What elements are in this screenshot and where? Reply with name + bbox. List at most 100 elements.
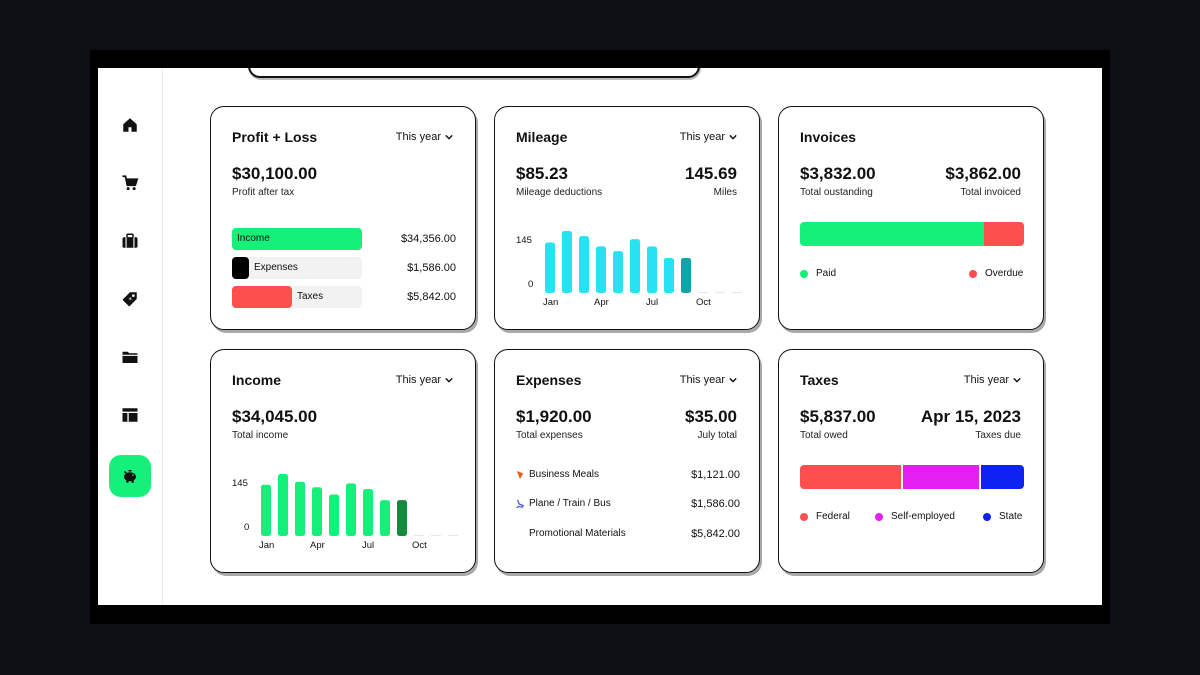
expense-value: $1,121.00 (691, 469, 740, 481)
july-total-label: July total (697, 430, 737, 441)
legend-dot (969, 269, 977, 278)
period-dropdown[interactable]: This year (680, 374, 737, 386)
sidebar-item-tags[interactable]: * (109, 278, 151, 320)
mileage-bar-chart (545, 231, 742, 293)
bar-track (232, 257, 362, 279)
expense-label: Plane / Train / Bus (529, 498, 611, 509)
invoice-status-bar (800, 222, 1024, 246)
legend-dot (983, 512, 991, 521)
chart-bar-feb[interactable] (562, 231, 572, 293)
profit-amount-label: Profit after tax (232, 187, 295, 198)
period-label: This year (679, 131, 725, 143)
x-tick-label: Jan (259, 540, 275, 551)
sidebar-item-savings[interactable] (109, 455, 151, 497)
july-total-amount: $35.00 (685, 407, 737, 426)
sidebar-item-cart[interactable] (109, 162, 151, 204)
bar-fill (232, 286, 292, 308)
chart-bar-jul[interactable] (363, 488, 373, 536)
paid-segment (800, 222, 984, 246)
chart-bar-mar[interactable] (295, 481, 305, 536)
y-tick-label: 0 (528, 279, 534, 290)
card-title: Invoices (800, 129, 857, 145)
expense-value: $5,842.00 (691, 528, 740, 540)
miles-label: Miles (713, 187, 737, 198)
period-dropdown[interactable]: This year (680, 131, 737, 143)
chart-bar-jan[interactable] (261, 484, 271, 536)
income-bar-chart (261, 474, 458, 536)
invoices-card: Invoices $3,832.00 Total oustanding $3,8… (778, 106, 1044, 330)
chart-bar-may[interactable] (613, 251, 623, 293)
svg-text:*: * (129, 296, 133, 304)
chart-bar-sep[interactable] (681, 257, 691, 293)
x-tick-label: Apr (594, 297, 609, 308)
chart-bar-jun[interactable] (630, 239, 640, 293)
legend-label: Overdue (985, 268, 1024, 279)
bar-placeholder (431, 535, 441, 536)
sidebar-item-layout[interactable] (109, 394, 151, 436)
profit-row-taxes: Taxes $5,842.00 (232, 286, 456, 308)
legend-dot (800, 512, 808, 521)
bar-placeholder (414, 535, 424, 536)
chart-bar-apr[interactable] (596, 246, 606, 293)
top-search-bar[interactable] (248, 68, 700, 78)
taxes-owed-label: Total owed (800, 430, 848, 441)
chevron-down-icon (729, 377, 737, 383)
profit-amount: $30,100.00 (232, 164, 318, 183)
income-card: Income This year $34,045.00 Total income… (210, 349, 476, 573)
chart-bar-jan[interactable] (545, 242, 555, 293)
expenses-amount: $1,920.00 (516, 407, 592, 426)
expense-label-group: Plane / Train / Bus (516, 498, 611, 509)
card-title: Profit + Loss (232, 129, 318, 145)
x-tick-label: Oct (696, 297, 711, 308)
period-dropdown[interactable]: This year (396, 374, 453, 386)
bar-placeholder (715, 292, 725, 293)
chart-bar-sep[interactable] (397, 500, 407, 536)
x-tick-label: Apr (310, 540, 325, 551)
chart-bar-aug[interactable] (664, 257, 674, 293)
legend-state: State (983, 511, 1022, 522)
chart-bar-jun[interactable] (346, 483, 356, 536)
self-employed-segment (902, 465, 979, 489)
sidebar-item-folder[interactable] (109, 336, 151, 378)
x-tick-label: Jan (543, 297, 559, 308)
tag-icon: * (122, 292, 137, 307)
period-dropdown[interactable]: This year (396, 131, 453, 143)
layout-icon (122, 408, 138, 422)
chart-bar-may[interactable] (329, 494, 339, 536)
briefcase-icon (122, 233, 138, 248)
legend-label: Self-employed (891, 511, 955, 522)
chart-bar-apr[interactable] (312, 487, 322, 536)
period-dropdown[interactable]: This year (964, 374, 1021, 386)
sidebar-item-briefcase[interactable] (109, 220, 151, 262)
overdue-segment (983, 222, 1024, 246)
chevron-down-icon (729, 134, 737, 140)
chart-bar-feb[interactable] (278, 474, 288, 536)
mileage-card: Mileage This year $85.23 Mileage deducti… (494, 106, 760, 330)
period-label: This year (679, 374, 725, 386)
card-title: Mileage (516, 129, 568, 145)
legend-federal: Federal (800, 511, 850, 522)
miles-value: 145.69 (685, 164, 737, 183)
state-segment (980, 465, 1024, 489)
invoiced-amount: $3,862.00 (945, 164, 1021, 183)
chart-bar-aug[interactable] (380, 500, 390, 536)
expenses-amount-label: Total expenses (516, 430, 583, 441)
x-tick-label: Jul (362, 540, 375, 551)
sidebar-item-home[interactable] (109, 104, 151, 146)
dashboard-screen: * Profit + Loss This year $30,100.00 Pro… (98, 68, 1102, 605)
chart-bar-jul[interactable] (647, 246, 657, 293)
taxes-due-label: Taxes due (975, 430, 1021, 441)
chevron-down-icon (1013, 377, 1021, 383)
legend-label: Federal (816, 511, 850, 522)
chart-bar-mar[interactable] (579, 236, 589, 293)
legend-self-employed: Self-employed (875, 511, 955, 522)
legend-overdue: Overdue (969, 268, 1023, 279)
meal-icon (516, 470, 524, 479)
expense-value: $1,586.00 (691, 498, 740, 510)
card-title: Income (232, 372, 282, 388)
folder-icon (122, 351, 138, 363)
legend-dot (875, 512, 883, 521)
legend-label: State (999, 511, 1023, 522)
period-label: This year (963, 374, 1009, 386)
home-icon (123, 118, 137, 132)
